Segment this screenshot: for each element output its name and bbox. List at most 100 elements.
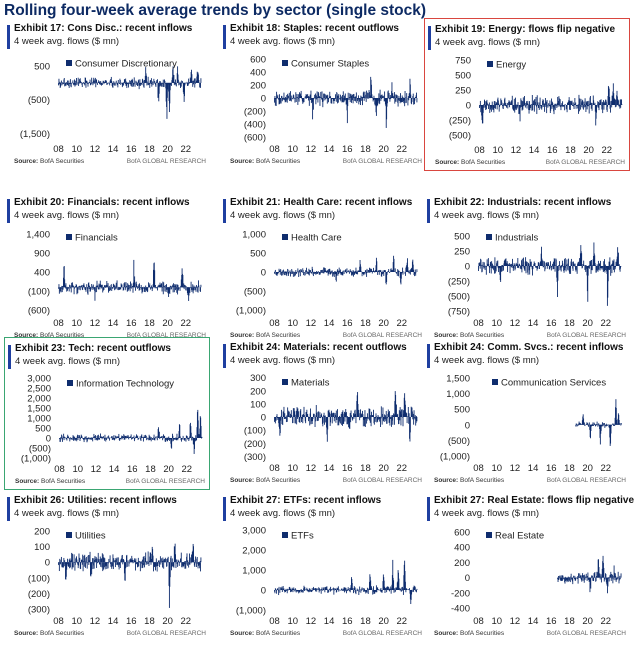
chart-plot: 500 250 0 (250) (500) (750)08 10 12 14 16 18 20 22 In… <box>448 232 622 329</box>
x-tick-label: 08 <box>269 318 280 329</box>
flow-bars <box>58 66 202 119</box>
x-tick-label: 10 <box>71 616 82 627</box>
legend-swatch <box>282 60 288 66</box>
x-tick-label: 22 <box>182 464 193 475</box>
chart-panel-financials: Exhibit 20: Financials: recent inflows 4 … <box>4 192 210 345</box>
x-tick-label: 18 <box>564 463 575 474</box>
chart-panel-energy: Exhibit 19: Energy: flows flip negative 4… <box>424 18 630 171</box>
y-tick-label: 0 <box>465 420 470 431</box>
y-tick-label: 1,000 <box>27 414 51 425</box>
y-tick-label: 1,000 <box>242 229 266 240</box>
x-tick-label: 10 <box>491 616 502 627</box>
legend-label: Consumer Staples <box>291 59 369 70</box>
research-credit: BofA GLOBAL RESEARCH <box>546 477 626 484</box>
chart-plot: 1,400 900 400 (100) (600)08 10 12 14 16 18 20 22 Fin… <box>26 229 202 329</box>
y-tick-label: (600) <box>28 306 50 317</box>
x-tick-label: 18 <box>144 616 155 627</box>
source-note: Source: BofA Securities <box>230 477 301 484</box>
y-tick-label: 400 <box>454 543 470 554</box>
x-tick-label: 12 <box>90 318 101 329</box>
y-tick-label: 500 <box>454 232 470 243</box>
y-tick-label: 1,500 <box>27 404 51 415</box>
x-tick-label: 18 <box>144 318 155 329</box>
y-tick-label: 3,000 <box>27 374 51 385</box>
research-credit: BofA GLOBAL RESEARCH <box>342 630 422 637</box>
chart-unit-label: 4 week avg. flows ($ mn) <box>230 508 336 519</box>
legend-label: Financials <box>75 233 118 244</box>
chart-plot: 750 500 250 0 (250) (500)08 10 12 14 16 18 20 22 Ener… <box>449 56 623 156</box>
x-tick-label: 18 <box>360 616 371 627</box>
chart-unit-label: 4 week avg. flows ($ mn) <box>435 37 541 48</box>
chart-panel-information-technology: Exhibit 23: Tech: recent outflows 4 week … <box>4 337 210 490</box>
chart-plot: 1,500 1,000 500 0 (500) (1,000)08 10 12 14 16 18 20… <box>440 374 622 474</box>
research-credit: BofA GLOBAL RESEARCH <box>126 332 206 339</box>
chart-plot: 3,0002,5002,0001,5001,0005000(500)(1,000… <box>21 374 203 475</box>
y-tick-label: 600 <box>454 527 470 538</box>
x-tick-label: 16 <box>546 616 557 627</box>
legend-swatch <box>67 380 73 386</box>
x-tick-label: 12 <box>306 318 317 329</box>
x-tick-label: 08 <box>473 463 484 474</box>
research-credit: BofA GLOBAL RESEARCH <box>342 158 422 165</box>
x-tick-label: 12 <box>90 144 101 155</box>
chart-unit-label: 4 week avg. flows ($ mn) <box>15 356 121 367</box>
y-tick-label: 0 <box>46 434 51 445</box>
x-tick-label: 08 <box>53 616 64 627</box>
chart-title: Exhibit 22: Industrials: recent inflows <box>434 197 612 208</box>
source-note: Source: BofA Securities <box>230 332 301 339</box>
y-tick-label: 200 <box>454 558 470 569</box>
y-tick-label: 500 <box>35 424 51 435</box>
flow-bars <box>274 255 418 285</box>
x-tick-label: 12 <box>510 318 521 329</box>
flow-bars <box>557 555 622 594</box>
x-tick-label: 12 <box>90 616 101 627</box>
chart-panel-health-care: Exhibit 21: Health Care: recent inflows 4… <box>220 192 426 345</box>
y-tick-label: 200 <box>34 527 50 538</box>
x-tick-label: 14 <box>324 463 335 474</box>
x-tick-label: 20 <box>378 616 389 627</box>
x-tick-label: 08 <box>269 616 280 627</box>
x-tick-label: 14 <box>108 318 119 329</box>
y-tick-label: 500 <box>455 71 471 82</box>
x-tick-label: 22 <box>601 616 612 627</box>
flow-bars <box>58 543 202 608</box>
source-note: Source: BofA Securities <box>14 158 85 165</box>
x-tick-label: 18 <box>564 616 575 627</box>
y-tick-label: 100 <box>250 399 266 410</box>
chart-plot: 1,000 500 0 (500) (1,000)08 10 12 14 16 18 20 22 Hea… <box>236 229 418 329</box>
x-tick-label: 20 <box>583 145 594 156</box>
x-tick-label: 10 <box>287 144 298 155</box>
source-note: Source: BofA Securities <box>15 478 86 485</box>
source-note: Source: BofA Securities <box>14 332 85 339</box>
title-accent-bar <box>223 25 226 49</box>
y-tick-label: 250 <box>455 86 471 97</box>
legend-swatch <box>487 61 493 67</box>
chart-title: Exhibit 26: Utilities: recent inflows <box>14 495 177 506</box>
y-tick-label: 0 <box>261 586 266 597</box>
chart-panel-communication-services: Exhibit 24: Comm. Svcs.: recent inflows 4… <box>424 337 630 490</box>
y-tick-label: (1,000) <box>440 451 470 462</box>
source-note: Source: BofA Securities <box>14 630 85 637</box>
x-tick-label: 22 <box>181 616 192 627</box>
y-tick-label: 0 <box>261 413 266 424</box>
x-tick-label: 08 <box>473 616 484 627</box>
x-tick-label: 20 <box>378 144 389 155</box>
x-tick-label: 08 <box>53 144 64 155</box>
x-tick-label: 14 <box>109 464 120 475</box>
x-tick-label: 12 <box>306 616 317 627</box>
x-tick-label: 10 <box>491 463 502 474</box>
y-tick-label: 500 <box>454 405 470 416</box>
y-tick-label: 400 <box>250 68 266 79</box>
x-tick-label: 14 <box>528 318 539 329</box>
x-tick-label: 12 <box>306 463 317 474</box>
flow-bars <box>58 259 202 301</box>
flow-bars <box>478 242 622 306</box>
x-tick-label: 22 <box>601 318 612 329</box>
y-tick-label: (300) <box>28 604 50 615</box>
y-tick-label: (1,500) <box>20 129 50 140</box>
y-tick-label: -200 <box>451 588 470 599</box>
legend-swatch <box>486 234 492 240</box>
title-accent-bar <box>223 497 226 521</box>
title-accent-bar <box>223 199 226 223</box>
